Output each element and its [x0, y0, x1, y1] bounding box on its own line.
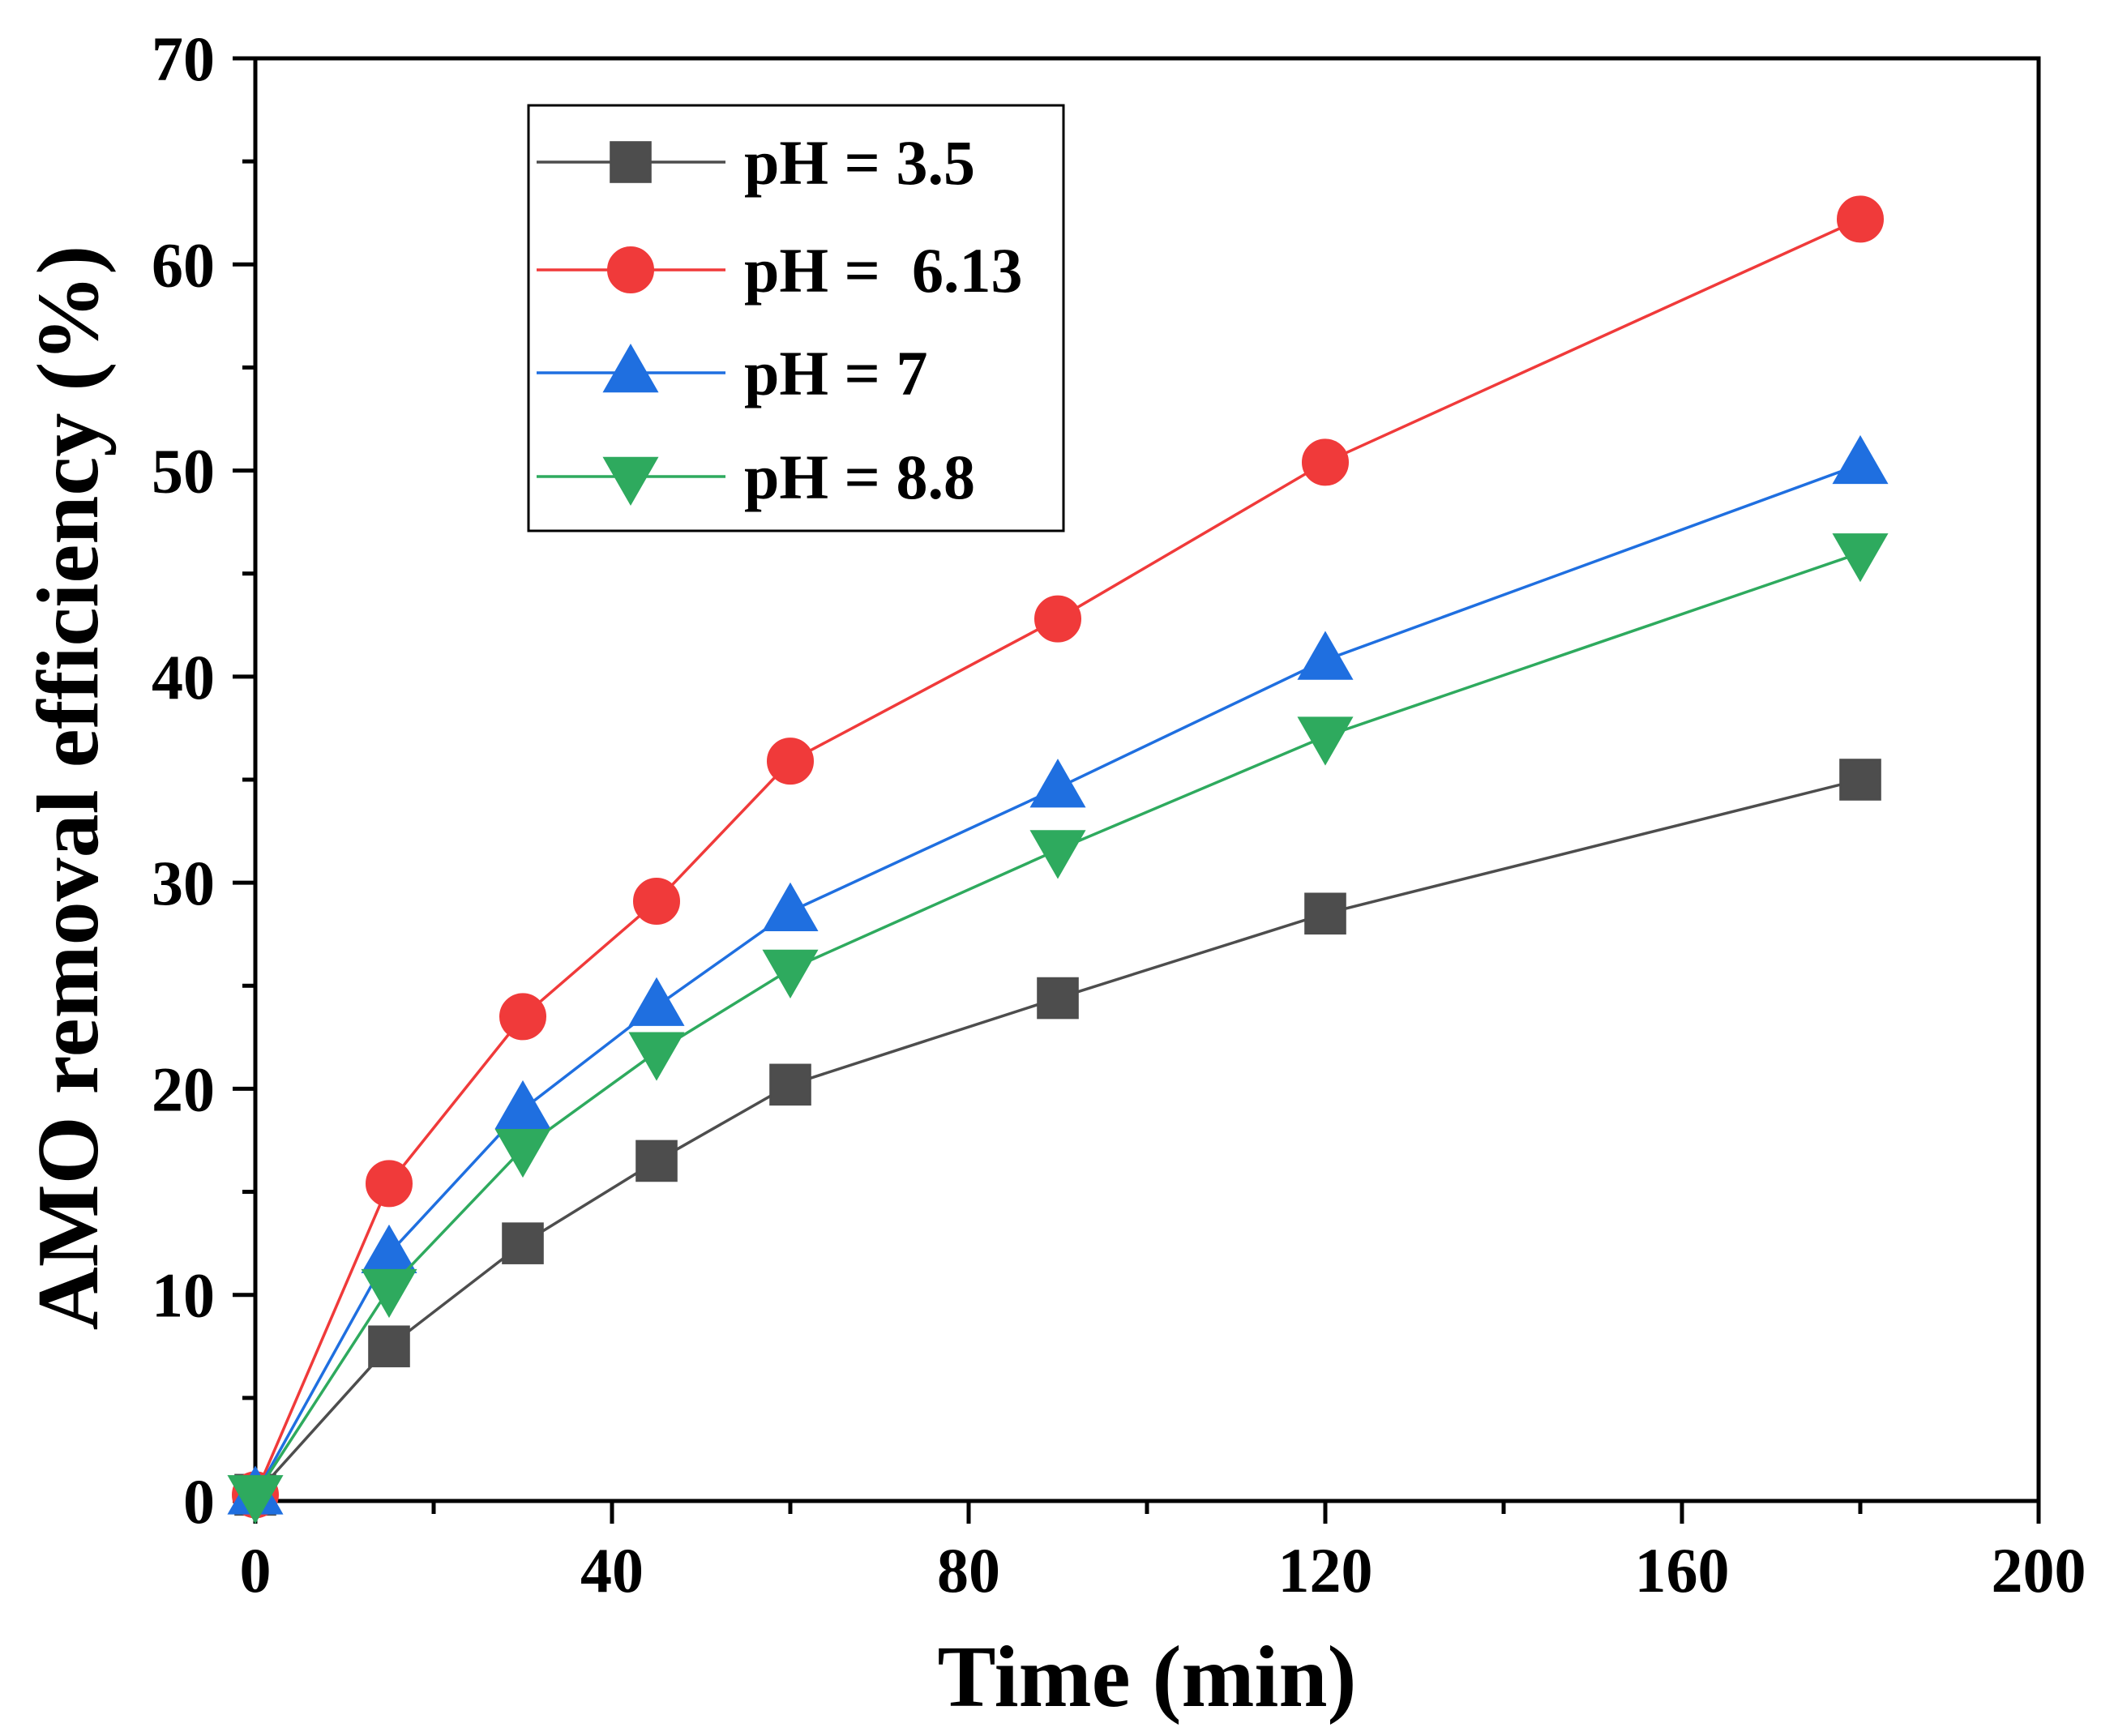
x-axis-title: Time (min) — [938, 1629, 1357, 1725]
x-axis-ticks: 0 40 80 120 160 200 — [240, 1501, 2086, 1606]
data-point-circle — [1034, 595, 1081, 643]
y-tick-label: 20 — [152, 1054, 215, 1124]
data-point-circle — [767, 738, 814, 785]
data-point-square — [502, 1222, 544, 1264]
data-point-square — [610, 141, 652, 183]
data-point-circle — [607, 246, 654, 293]
data-point-circle — [499, 993, 546, 1041]
x-tick-label: 160 — [1635, 1535, 1730, 1606]
series-line — [254, 778, 1861, 1496]
x-tick-label: 40 — [580, 1535, 644, 1606]
y-tick-label: 30 — [152, 848, 215, 918]
series-line — [254, 551, 1861, 1496]
data-point-triangle-up — [1297, 631, 1354, 680]
legend: pH = 3.5 pH = 6.13 pH = 7 pH = 8.8 — [527, 104, 1065, 532]
y-axis-ticks: 0 10 20 30 40 50 60 70 — [152, 24, 255, 1537]
legend-label: pH = 7 — [744, 338, 928, 408]
data-point-triangle-up — [762, 882, 819, 931]
data-point-triangle-down — [1832, 533, 1889, 583]
series-line — [254, 463, 1861, 1496]
series-4 — [227, 533, 1889, 1524]
legend-item-ph-6-13: pH = 6.13 — [537, 235, 1023, 306]
data-point-triangle-up — [494, 1080, 551, 1130]
data-point-square — [635, 1140, 678, 1182]
data-point-triangle-down — [1297, 716, 1354, 766]
legend-item-ph-3-5: pH = 3.5 — [537, 127, 975, 198]
data-point-triangle-up — [602, 343, 659, 393]
legend-label: pH = 3.5 — [744, 127, 975, 198]
x-tick-label: 200 — [1992, 1535, 2086, 1606]
plot-area — [253, 56, 2041, 1503]
data-point-triangle-down — [494, 1128, 551, 1178]
data-point-triangle-down — [628, 1032, 685, 1081]
data-point-triangle-up — [1832, 434, 1889, 485]
legend-label: pH = 6.13 — [744, 235, 1023, 306]
data-point-square — [1839, 759, 1881, 801]
data-point-triangle-down — [602, 456, 659, 507]
data-point-circle — [366, 1160, 413, 1208]
data-point-triangle-up — [1029, 759, 1086, 808]
data-point-triangle-down — [762, 949, 819, 998]
data-point-square — [1304, 892, 1346, 935]
data-point-triangle-down — [361, 1268, 417, 1319]
data-point-circle — [633, 878, 680, 926]
series-3 — [227, 434, 1889, 1515]
y-tick-label: 0 — [183, 1466, 215, 1537]
y-tick-label: 70 — [152, 24, 215, 94]
x-tick-label: 80 — [937, 1535, 1000, 1606]
data-point-triangle-down — [227, 1475, 284, 1524]
y-tick-label: 60 — [152, 229, 215, 300]
series-line — [254, 217, 1861, 1496]
y-tick-label: 40 — [152, 642, 215, 712]
data-point-square — [368, 1325, 410, 1368]
y-axis-title: AMO removal efficiency (%) — [20, 246, 117, 1331]
plot-frame — [253, 56, 2041, 1503]
data-point-circle — [1837, 195, 1884, 243]
legend-item-ph-8-8: pH = 8.8 — [537, 442, 975, 512]
legend-item-ph-7: pH = 7 — [537, 338, 928, 408]
legend-label: pH = 8.8 — [744, 442, 975, 512]
data-point-square — [769, 1063, 811, 1106]
y-tick-label: 50 — [152, 436, 215, 507]
series-layer — [227, 195, 1889, 1524]
x-tick-label: 120 — [1278, 1535, 1373, 1606]
y-tick-label: 10 — [152, 1260, 215, 1331]
data-point-triangle-down — [1029, 830, 1086, 879]
data-point-square — [1037, 977, 1079, 1020]
data-point-circle — [1302, 438, 1349, 486]
data-point-triangle-up — [628, 977, 685, 1026]
x-tick-label: 0 — [240, 1535, 272, 1606]
